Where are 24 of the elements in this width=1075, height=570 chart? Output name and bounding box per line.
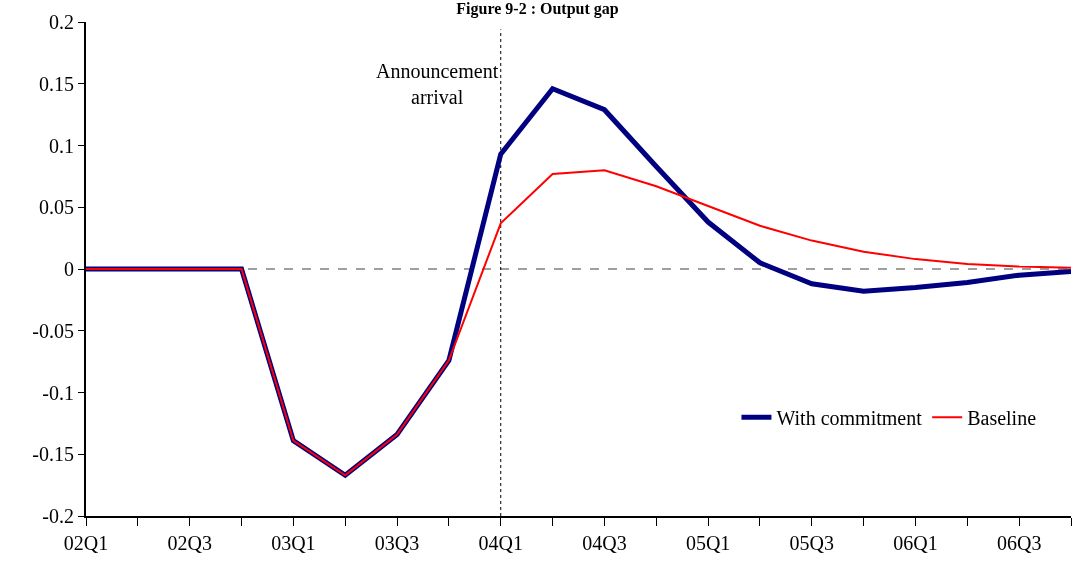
y-tick-label: 0.15 (39, 72, 74, 95)
chart-title: Figure 9-2 : Output gap (456, 0, 619, 19)
y-tick-label: -0.1 (42, 381, 74, 404)
x-tick-label: 04Q3 (582, 532, 627, 554)
x-tick-label: 05Q1 (685, 532, 731, 554)
y-tick-label: 0 (64, 258, 74, 280)
x-tick-label: 02Q1 (63, 532, 109, 554)
y-tick-label: -0.05 (32, 319, 74, 342)
x-tick-label: 06Q3 (996, 532, 1042, 554)
y-tick-label: 0.05 (39, 196, 74, 219)
y-tick-label: 0.1 (49, 134, 74, 157)
legend-label: Baseline (967, 407, 1037, 429)
line-series (86, 169, 1071, 477)
x-tick-label: 04Q1 (478, 532, 523, 554)
y-tick-label: 0.2 (49, 11, 74, 33)
x-tick-label: 03Q3 (374, 532, 420, 554)
x-tick-label: 02Q3 (167, 532, 212, 554)
x-tick-label: 06Q1 (893, 532, 938, 554)
x-tick-label: 03Q1 (271, 532, 316, 554)
x-tick-label: 05Q3 (789, 532, 835, 554)
y-tick-label: -0.15 (32, 443, 74, 466)
legend-label: With commitment (776, 407, 923, 429)
ref-line-label: Announcement arrival (376, 60, 499, 108)
y-tick-label: -0.2 (42, 505, 74, 527)
